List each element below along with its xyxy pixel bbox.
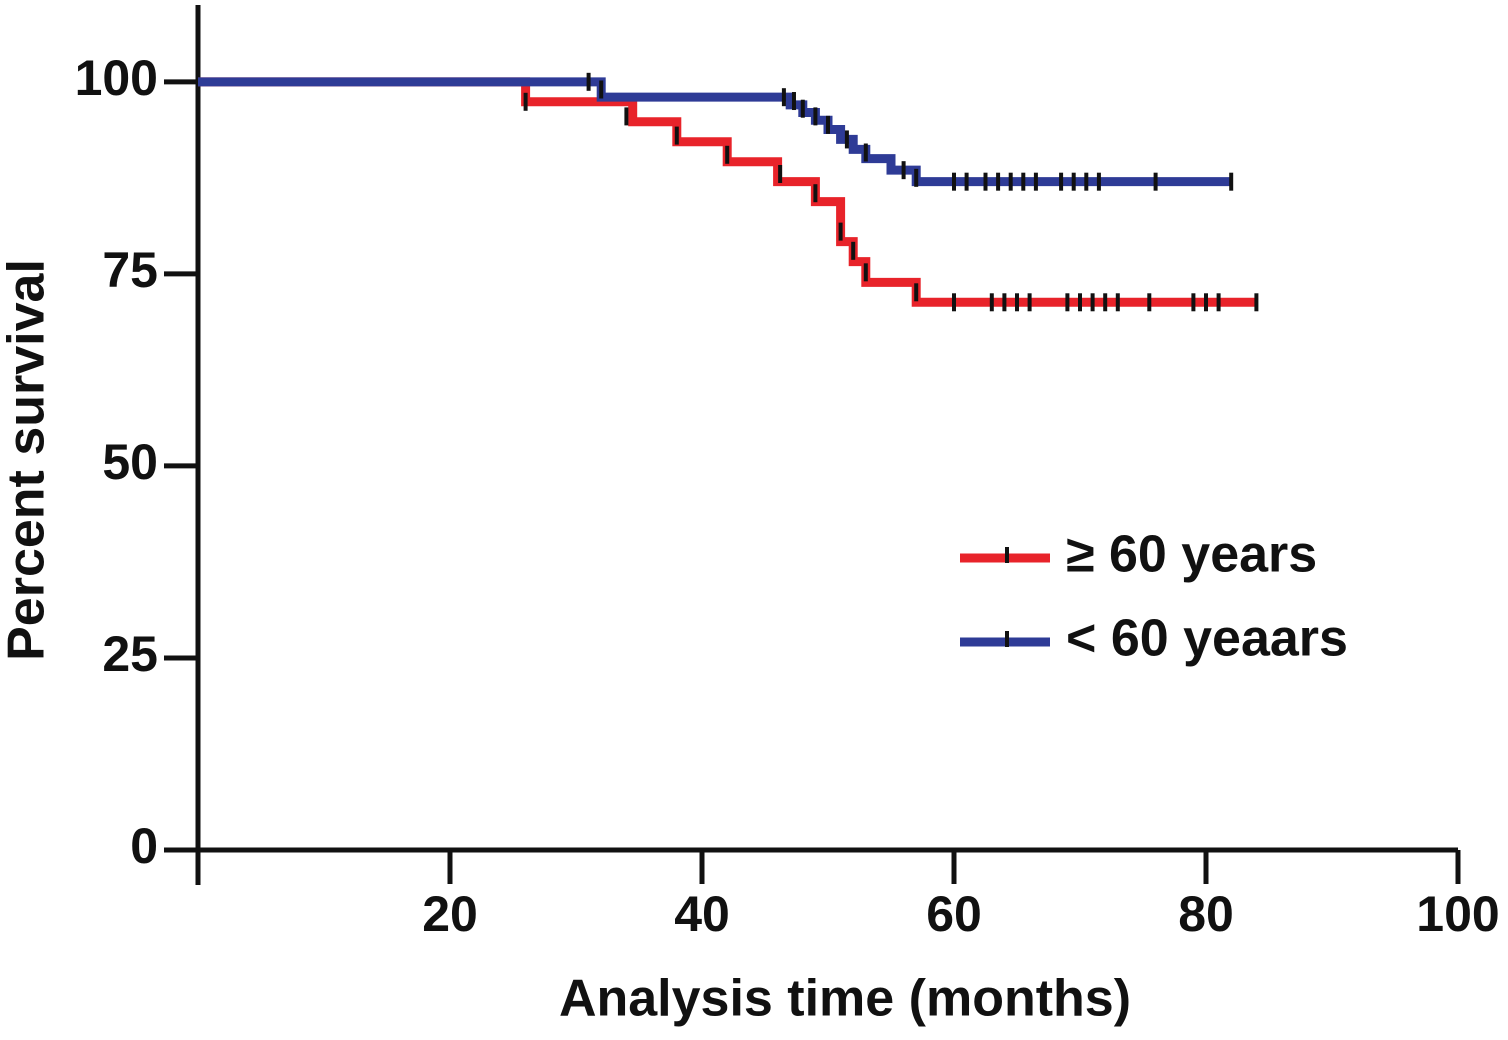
x-axis-title: Analysis time (months) xyxy=(559,970,1131,1028)
y-tick-label: 50 xyxy=(102,434,158,490)
x-tick-label: 60 xyxy=(926,886,982,942)
legend-label: ≥ 60 years xyxy=(1066,526,1317,584)
legend-label: < 60 yeaars xyxy=(1066,610,1348,668)
y-axis-title: Percent survival xyxy=(0,259,56,661)
y-tick-label: 0 xyxy=(130,818,158,874)
y-tick-label: 100 xyxy=(75,50,158,106)
x-tick-label: 40 xyxy=(674,886,730,942)
y-tick-label: 25 xyxy=(102,626,158,682)
x-tick-label: 20 xyxy=(422,886,478,942)
survival-curve xyxy=(198,77,1257,307)
y-tick-label: 75 xyxy=(102,242,158,298)
survival-curve xyxy=(198,77,1232,187)
x-tick-label: 80 xyxy=(1178,886,1234,942)
x-tick-label: 100 xyxy=(1416,886,1499,942)
